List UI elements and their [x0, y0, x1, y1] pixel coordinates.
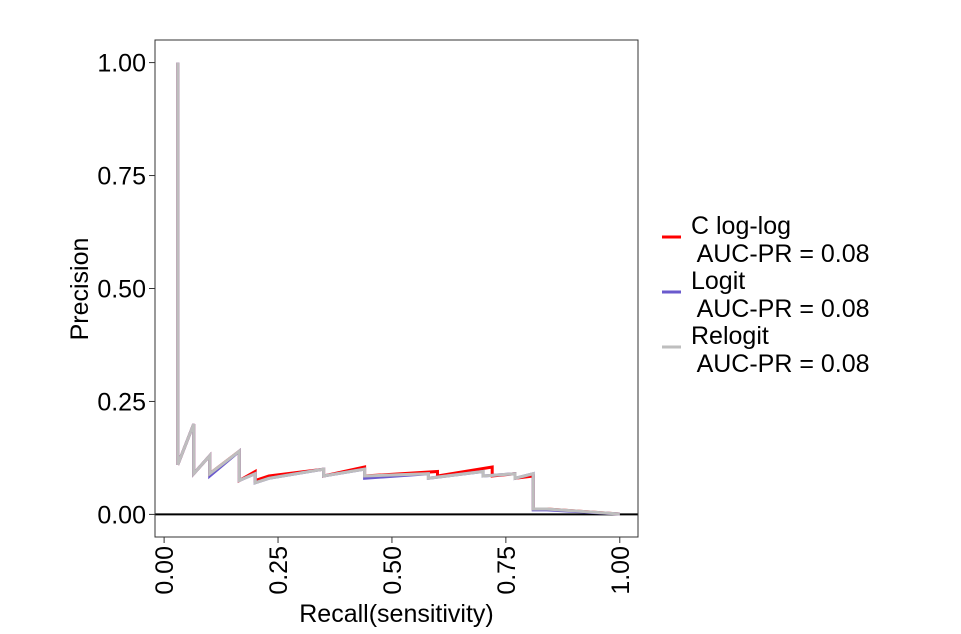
x-tick-label: 0.50 [379, 546, 407, 595]
y-axis-title: Precision [66, 238, 94, 341]
y-tick-label: 0.00 [97, 501, 146, 529]
y-tick-label: 0.75 [97, 163, 146, 191]
legend-auc-logit: AUC-PR = 0.08 [691, 295, 870, 323]
legend-label-logit: Logit [691, 267, 745, 295]
y-axis: 0.00 0.25 0.50 0.75 1.00 [97, 50, 155, 529]
legend-label-relogit: Relogit [691, 322, 769, 350]
series-line-relogit [176, 62, 620, 516]
y-tick-label: 1.00 [97, 50, 146, 78]
x-axis-title: Recall(sensitivity) [299, 600, 493, 628]
y-tick-label: 0.25 [97, 388, 146, 416]
y-tick-label: 0.50 [97, 276, 146, 304]
legend-label-c-log-log: C log-log [691, 212, 791, 240]
legend-auc-c-log-log: AUC-PR = 0.08 [691, 240, 870, 268]
x-axis: 0.00 0.25 0.50 0.75 1.00 [151, 537, 635, 595]
legend-auc-relogit: AUC-PR = 0.08 [691, 350, 870, 378]
x-tick-label: 0.75 [493, 546, 521, 595]
x-tick-label: 0.25 [265, 546, 293, 595]
x-tick-label: 0.00 [151, 546, 179, 595]
x-tick-label: 1.00 [607, 546, 635, 595]
plot-area [154, 39, 639, 538]
